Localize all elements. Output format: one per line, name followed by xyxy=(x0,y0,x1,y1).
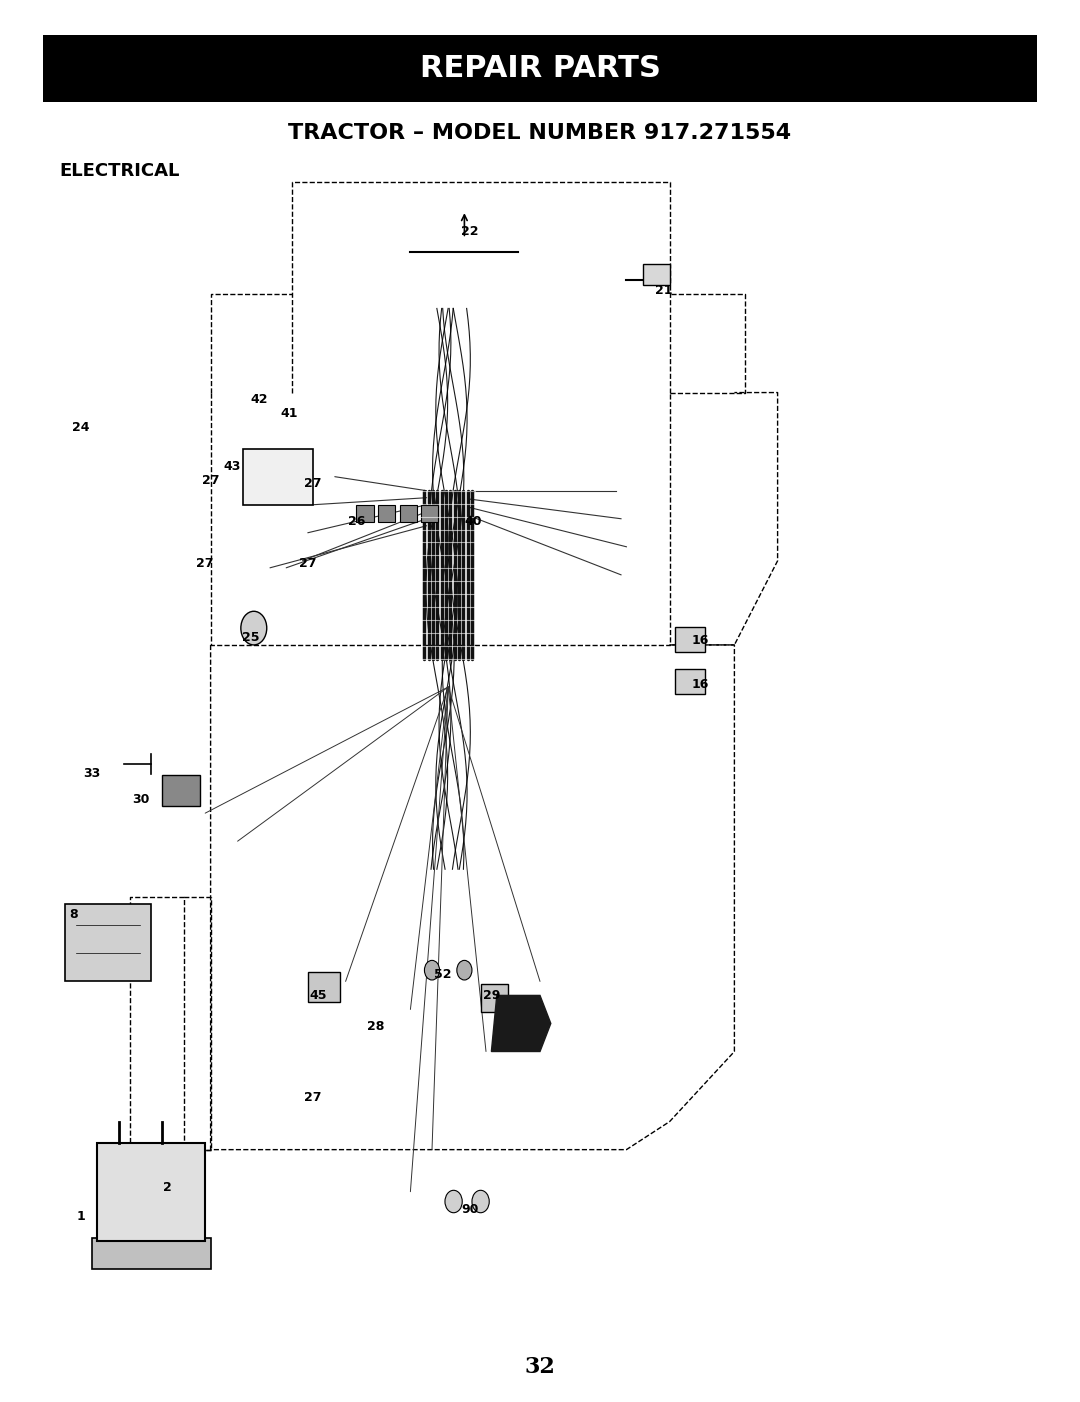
Circle shape xyxy=(472,1190,489,1213)
Bar xyxy=(378,505,395,522)
Bar xyxy=(308,972,340,1002)
Text: TRACTOR – MODEL NUMBER 917.271554: TRACTOR – MODEL NUMBER 917.271554 xyxy=(288,123,792,143)
Text: 32: 32 xyxy=(525,1356,555,1378)
Text: 22: 22 xyxy=(461,224,478,238)
Text: 16: 16 xyxy=(691,677,708,691)
Text: 24: 24 xyxy=(72,421,90,435)
Bar xyxy=(421,505,438,522)
Text: 2: 2 xyxy=(163,1180,172,1195)
Text: 45: 45 xyxy=(310,988,327,1002)
Bar xyxy=(400,505,417,522)
Bar xyxy=(162,775,200,806)
Text: 33: 33 xyxy=(83,767,100,781)
Circle shape xyxy=(457,960,472,980)
Text: 8: 8 xyxy=(69,907,78,921)
Text: 26: 26 xyxy=(348,515,365,529)
Bar xyxy=(675,627,705,652)
Text: 43: 43 xyxy=(224,460,241,474)
Text: ELECTRICAL: ELECTRICAL xyxy=(59,163,179,179)
Text: 41: 41 xyxy=(281,407,298,421)
Bar xyxy=(643,264,670,285)
Bar xyxy=(675,669,705,694)
Bar xyxy=(92,1238,211,1269)
Text: 27: 27 xyxy=(299,557,316,571)
Text: REPAIR PARTS: REPAIR PARTS xyxy=(419,55,661,83)
Text: 21: 21 xyxy=(656,283,673,297)
Text: 42: 42 xyxy=(251,393,268,407)
Text: 27: 27 xyxy=(202,474,219,488)
Bar xyxy=(356,505,374,522)
Text: 30: 30 xyxy=(132,792,149,806)
Text: 25: 25 xyxy=(242,631,259,645)
Text: 27: 27 xyxy=(197,557,214,571)
Polygon shape xyxy=(491,995,551,1052)
Text: 16: 16 xyxy=(691,634,708,648)
Text: 40: 40 xyxy=(464,515,482,529)
Text: 27: 27 xyxy=(305,1091,322,1105)
Circle shape xyxy=(241,611,267,645)
Bar xyxy=(43,35,1037,102)
Circle shape xyxy=(424,960,440,980)
Text: 90: 90 xyxy=(461,1203,478,1217)
Bar xyxy=(481,984,508,1012)
Bar xyxy=(65,904,151,981)
Text: 52: 52 xyxy=(434,967,451,981)
Bar xyxy=(243,449,313,505)
Text: 29: 29 xyxy=(483,988,500,1002)
Circle shape xyxy=(445,1190,462,1213)
Text: 27: 27 xyxy=(305,477,322,491)
Text: 1: 1 xyxy=(77,1210,85,1224)
Text: 28: 28 xyxy=(367,1019,384,1033)
Bar xyxy=(97,1143,205,1241)
